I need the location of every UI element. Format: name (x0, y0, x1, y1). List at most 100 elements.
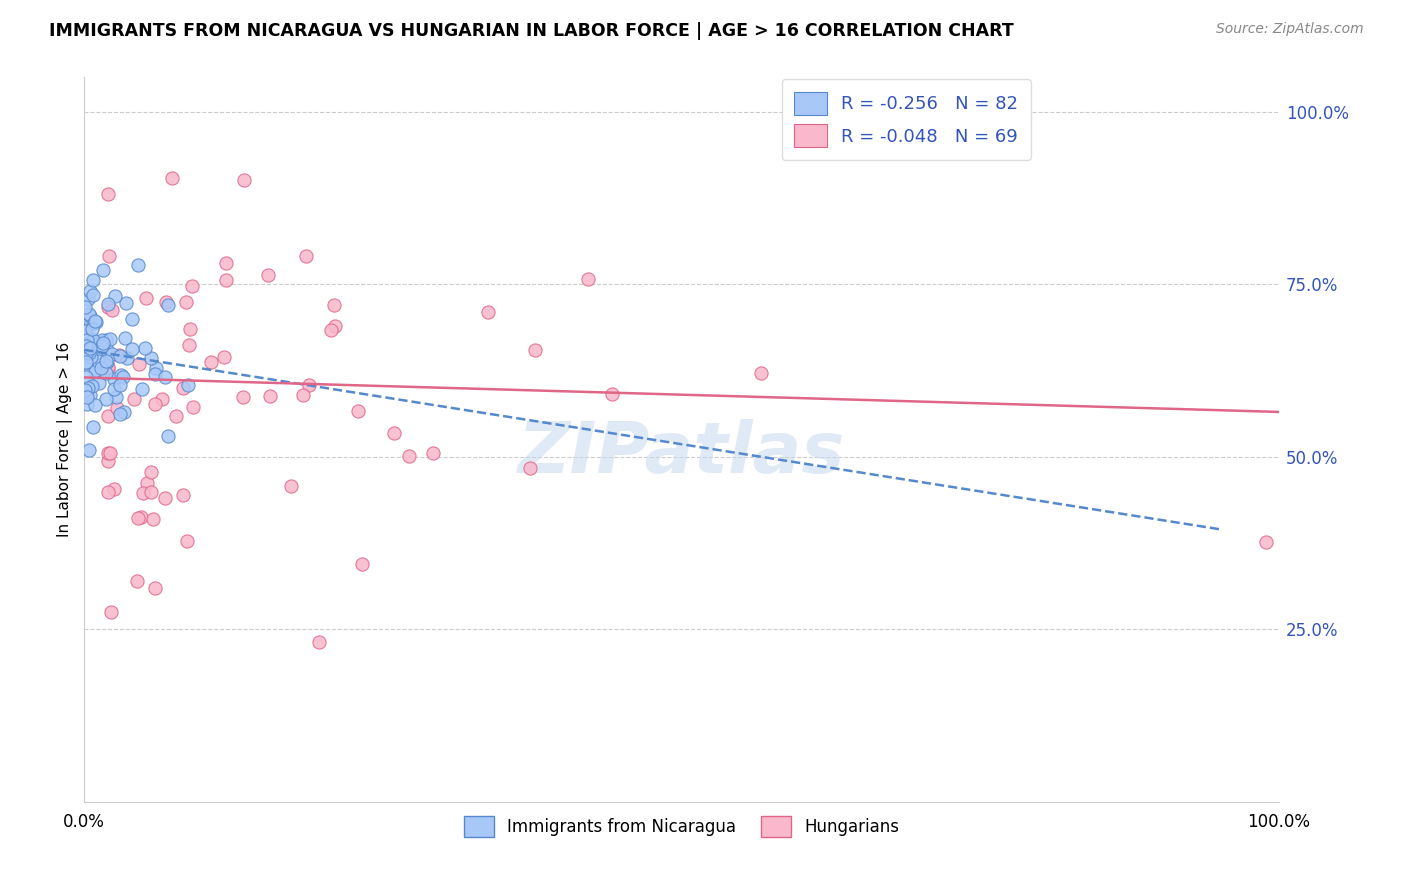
Point (75, 355, 97, 369)
Point (127, 258, 149, 272)
Point (259, 389, 281, 403)
Point (75, 329, 97, 343)
Point (156, 298, 179, 312)
Point (600, 387, 623, 401)
Point (82, 273, 104, 287)
Point (181, 400, 204, 414)
Point (172, 381, 194, 395)
Point (153, 370, 176, 384)
Point (212, 350, 235, 364)
Point (132, 486, 155, 500)
Point (141, 351, 163, 366)
Point (1254, 535, 1277, 549)
Point (90, 339, 112, 353)
Text: Source: ZipAtlas.com: Source: ZipAtlas.com (1216, 22, 1364, 37)
Point (82, 288, 104, 302)
Point (91, 336, 114, 351)
Point (76, 390, 98, 404)
Point (122, 392, 145, 406)
Y-axis label: In Labor Force | Age > 16: In Labor Force | Age > 16 (58, 342, 73, 537)
Point (179, 337, 201, 351)
Point (215, 256, 238, 270)
Point (114, 331, 136, 345)
Point (84, 364, 107, 378)
Point (104, 390, 127, 404)
Point (82, 419, 104, 434)
Point (128, 358, 150, 372)
Point (232, 173, 254, 187)
Point (398, 449, 420, 463)
Point (79, 285, 101, 299)
Point (131, 510, 153, 524)
Point (97, 301, 120, 315)
Point (181, 279, 204, 293)
Point (110, 368, 132, 382)
Point (115, 351, 138, 365)
Point (77, 292, 100, 306)
Point (127, 511, 149, 525)
Point (83, 316, 105, 330)
Point (97, 454, 120, 468)
Point (131, 382, 153, 396)
Point (134, 341, 156, 355)
Point (352, 557, 374, 571)
Point (82, 341, 104, 355)
Point (141, 485, 163, 500)
Point (98, 332, 121, 346)
Point (94, 367, 117, 381)
Point (125, 574, 148, 589)
Point (75, 369, 97, 384)
Point (75, 324, 97, 338)
Point (576, 272, 599, 286)
Point (100, 606, 122, 620)
Point (176, 534, 198, 549)
Point (142, 512, 165, 526)
Point (75, 300, 97, 314)
Point (200, 355, 222, 369)
Point (121, 342, 143, 356)
Point (76, 344, 98, 359)
Point (108, 378, 131, 392)
Point (101, 302, 124, 317)
Point (75, 346, 97, 360)
Point (80, 350, 103, 364)
Point (75, 339, 97, 353)
Point (322, 298, 344, 312)
Point (77, 312, 100, 326)
Point (79, 341, 101, 355)
Point (523, 343, 546, 357)
Point (96, 355, 118, 369)
Point (295, 249, 318, 263)
Point (97, 446, 120, 460)
Point (97, 187, 120, 202)
Point (77, 312, 100, 326)
Point (87, 342, 110, 356)
Point (519, 460, 541, 475)
Point (97, 359, 120, 374)
Point (384, 425, 406, 440)
Point (77, 346, 100, 360)
Point (84, 363, 107, 377)
Point (97, 361, 120, 376)
Point (111, 370, 134, 384)
Point (108, 407, 131, 421)
Point (112, 404, 135, 418)
Point (155, 294, 177, 309)
Point (77, 330, 100, 344)
Point (96, 333, 118, 347)
Point (87, 376, 110, 390)
Point (75, 356, 97, 370)
Point (477, 305, 499, 319)
Point (83, 398, 105, 412)
Point (77, 442, 100, 457)
Point (94, 392, 117, 406)
Point (347, 404, 370, 418)
Point (97, 485, 120, 500)
Point (143, 397, 166, 411)
Point (103, 482, 125, 496)
Point (160, 171, 183, 186)
Point (103, 372, 125, 386)
Point (172, 487, 194, 501)
Point (98, 249, 121, 263)
Point (177, 378, 200, 392)
